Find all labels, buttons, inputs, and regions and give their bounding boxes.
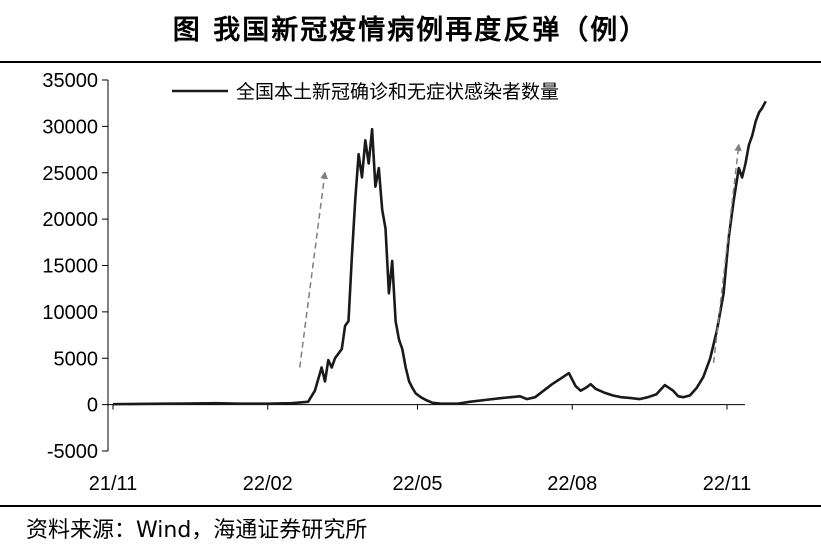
x-tick-label: 21/11: [89, 473, 138, 495]
y-tick-label: 5000: [54, 348, 99, 370]
y-tick-label: -5000: [47, 441, 98, 463]
y-tick-label: 20000: [42, 209, 98, 231]
trend-arrow: [298, 171, 328, 368]
title-bar: 图 我国新冠疫情病例再度反弹（例）: [0, 0, 821, 60]
x-tick-label: 22/08: [547, 473, 597, 495]
trend-arrow: [712, 143, 742, 363]
y-tick-label: 10000: [42, 302, 98, 324]
y-tick-label: 25000: [42, 163, 98, 185]
source-note: 资料来源：Wind，海通证券研究所: [26, 518, 368, 543]
x-tick-label: 22/11: [703, 473, 752, 495]
y-tick-label: 0: [87, 395, 98, 417]
series-line: [112, 100, 767, 406]
y-tick-label: 30000: [42, 116, 98, 138]
title-divider: [0, 61, 821, 63]
chart-title: 图 我国新冠疫情病例再度反弹（例）: [172, 15, 649, 46]
y-tick-label: 15000: [42, 256, 98, 278]
chart-svg: 35000 30000 25000 20000 15000 10000 5000 0 -5000…: [42, 70, 767, 495]
source-divider: [0, 505, 821, 507]
y-tick-label: 35000: [42, 70, 98, 92]
legend-label: 全国本土新冠确诊和无症状感染者数量: [236, 81, 559, 103]
x-tick-label: 22/05: [392, 473, 442, 495]
x-tick-label: 22/02: [243, 473, 293, 495]
